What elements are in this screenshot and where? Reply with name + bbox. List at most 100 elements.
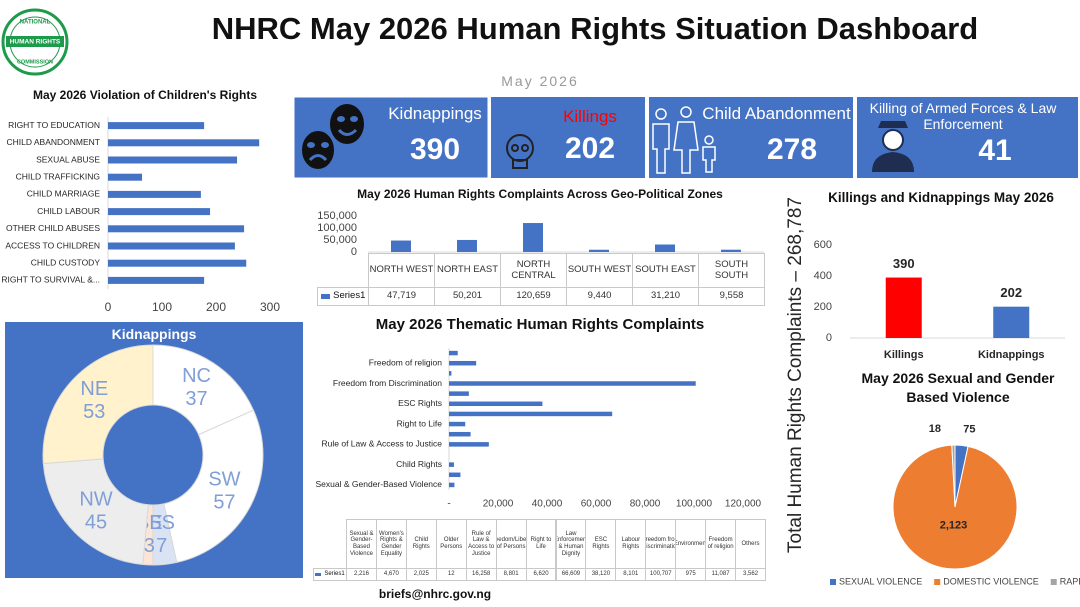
- slice: [152, 344, 255, 436]
- table-header: ESC Rights: [585, 519, 617, 569]
- table-value: 9,440: [566, 287, 633, 306]
- category-label: Kidnappings: [978, 349, 1045, 361]
- y-tick-label: 200: [814, 301, 832, 313]
- y-tick-label: 600: [814, 239, 832, 251]
- category-label: ESC Rights: [398, 398, 442, 408]
- table-value: 47,719: [368, 287, 435, 306]
- bar: [108, 225, 245, 233]
- legend-label: SEXUAL VIOLENCE: [839, 576, 922, 586]
- x-tick-label: 200: [206, 300, 226, 314]
- category-label: Killings: [884, 349, 924, 361]
- bar: [589, 249, 609, 252]
- table-header: Right to Life: [525, 519, 557, 569]
- slice: [951, 444, 956, 508]
- kpi-label: Killing of Armed Forces & Law Enforcemen…: [869, 100, 1057, 132]
- bar: [523, 223, 543, 252]
- table-value: 100,707: [645, 568, 677, 581]
- category-label: CHILD ABANDONMENT: [6, 137, 100, 147]
- table-header: SOUTH WEST: [566, 253, 633, 288]
- logo: [1, 8, 69, 76]
- table-value: 2,025: [405, 568, 437, 581]
- category-label: Child Rights: [396, 459, 442, 469]
- chart-title: May 2026 Violation of Children's Rights: [32, 88, 257, 102]
- slice: [42, 458, 149, 566]
- slice-value: 37: [185, 388, 207, 410]
- y-tick-label: 0: [351, 246, 357, 258]
- x-tick-label: -: [447, 499, 450, 510]
- chart-title: May 2026 Human Rights Complaints Across …: [357, 187, 723, 201]
- bar: [993, 306, 1030, 338]
- data-label: 75: [963, 423, 975, 435]
- bar: [449, 371, 452, 376]
- table-header: Labour Rights: [615, 519, 647, 569]
- kpi-label: Kidnappings: [388, 104, 482, 123]
- table-value: 8,101: [615, 568, 647, 581]
- legend-swatch: [320, 293, 331, 300]
- bar: [449, 381, 696, 386]
- category-label: CHILD CUSTODY: [31, 257, 101, 267]
- bar: [449, 431, 471, 437]
- table-value: 38,120: [585, 568, 617, 581]
- bar: [108, 122, 205, 130]
- table-value: 8,801: [495, 568, 527, 581]
- table-value: 4,670: [375, 568, 407, 581]
- table-header: Child Rights: [405, 519, 437, 569]
- slice-category: SS: [148, 512, 175, 534]
- bar: [108, 242, 235, 250]
- y-tick-label: 50,000: [323, 234, 357, 246]
- kpi-label: Killings: [563, 107, 617, 126]
- x-tick-label: 300: [260, 300, 280, 314]
- bar: [108, 276, 205, 284]
- total-label: Total Human Rights Complaints – 268,787: [785, 197, 806, 553]
- bar: [108, 139, 260, 147]
- table-value: 66,609: [555, 568, 587, 581]
- category-label: CHILD MARRIAGE: [27, 189, 101, 199]
- y-tick-label: 400: [814, 270, 832, 282]
- bar: [449, 391, 469, 396]
- slice-value: 57: [213, 491, 235, 513]
- table-header: SOUTH EAST: [632, 253, 699, 288]
- table-legend: Series1: [313, 568, 347, 581]
- bar: [108, 259, 247, 267]
- bar: [108, 173, 143, 181]
- table-value: 6,620: [525, 568, 557, 581]
- kpi-value: 278: [766, 133, 818, 166]
- bar: [449, 421, 466, 427]
- legend-swatch: [830, 579, 836, 585]
- slice: [892, 444, 1018, 570]
- table-value: 9,558: [698, 287, 765, 306]
- kpi-value: 390: [409, 133, 461, 166]
- table-value: 2,216: [346, 568, 377, 581]
- bar: [391, 240, 411, 252]
- slice: [42, 344, 154, 465]
- family-icon: [652, 106, 716, 174]
- table-header: Freedom from Discrimination: [645, 519, 677, 569]
- kpi-value: 202: [564, 132, 616, 165]
- table-value: 16,258: [465, 568, 497, 581]
- chart-title: Killings and Kidnappings May 2026: [828, 190, 1054, 205]
- category-label: RIGHT TO SURVIVAL &...: [1, 275, 100, 285]
- bar: [108, 156, 238, 164]
- data-label: 390: [893, 256, 915, 271]
- table-value: 975: [675, 568, 707, 581]
- slice: [163, 409, 264, 563]
- table-header: Freedom/Liberty of Persons: [495, 519, 527, 569]
- slice-value: 7: [156, 535, 167, 557]
- bar: [655, 244, 675, 252]
- table-header: NORTH CENTRAL: [500, 253, 567, 288]
- legend-swatch: [1050, 579, 1057, 585]
- category-label: CHILD TRAFFICKING: [16, 171, 100, 181]
- y-tick-label: 100,000: [317, 222, 357, 234]
- bar: [449, 350, 458, 356]
- category-label: ACCESS TO CHILDREN: [5, 240, 100, 250]
- y-tick-label: 0: [826, 332, 832, 344]
- table-header: Environment: [675, 519, 707, 569]
- table-header: Others: [735, 519, 766, 569]
- x-tick-label: 100,000: [676, 499, 713, 510]
- bar: [885, 277, 922, 338]
- slice-category: NE: [80, 378, 108, 400]
- legend-swatch: [315, 572, 322, 577]
- table-value: 3,562: [735, 568, 766, 581]
